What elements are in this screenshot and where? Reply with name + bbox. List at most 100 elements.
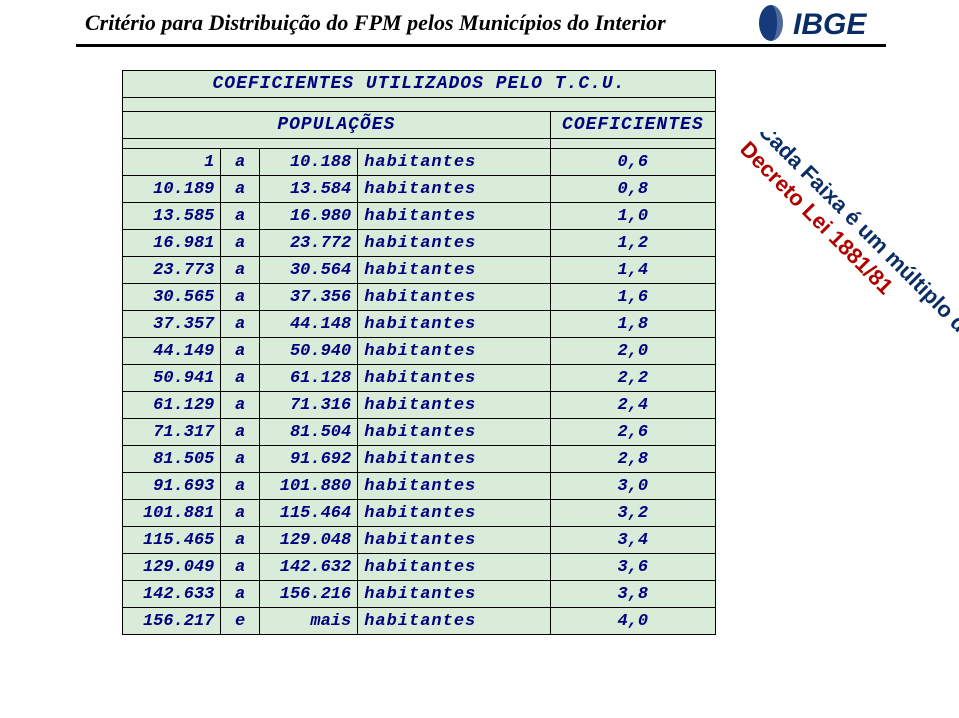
cell-sep: a [221, 473, 259, 500]
table-row: 142.633a156.216habitantes3,8 [123, 581, 716, 608]
cell-coefficient: 1,6 [550, 284, 715, 311]
cell-pop-low: 81.505 [123, 446, 221, 473]
ibge-logo: IBGE [759, 4, 909, 42]
cell-pop-high: 142.632 [259, 554, 357, 581]
table-row: 23.773a30.564habitantes1,4 [123, 257, 716, 284]
cell-pop-high: 44.148 [259, 311, 357, 338]
cell-sep: a [221, 392, 259, 419]
cell-unit: habitantes [358, 581, 550, 608]
cell-unit: habitantes [358, 392, 550, 419]
cell-unit: habitantes [358, 203, 550, 230]
cell-unit: habitantes [358, 608, 550, 635]
table-row: 50.941a61.128habitantes2,2 [123, 365, 716, 392]
cell-sep: a [221, 419, 259, 446]
table-row: 37.357a44.148habitantes1,8 [123, 311, 716, 338]
header-coefficients: COEFICIENTES [550, 112, 715, 139]
cell-coefficient: 3,4 [550, 527, 715, 554]
cell-coefficient: 1,4 [550, 257, 715, 284]
cell-unit: habitantes [358, 473, 550, 500]
cell-sep: a [221, 257, 259, 284]
cell-sep: a [221, 149, 259, 176]
cell-sep: a [221, 338, 259, 365]
cell-sep: a [221, 284, 259, 311]
logo-text: IBGE [793, 8, 867, 41]
side-note-line2: Decreto Lei 1881/81 [741, 136, 898, 299]
cell-sep: a [221, 230, 259, 257]
cell-pop-low: 142.633 [123, 581, 221, 608]
cell-unit: habitantes [358, 338, 550, 365]
table-spacer-row-2 [123, 139, 716, 149]
cell-pop-low: 61.129 [123, 392, 221, 419]
side-note: Cada Faixa é um múltiplo de 3.396 – Decr… [741, 132, 931, 522]
table-row: 156.217emaishabitantes4,0 [123, 608, 716, 635]
table-row: 1a10.188habitantes0,6 [123, 149, 716, 176]
cell-pop-high: 156.216 [259, 581, 357, 608]
cell-pop-high: 91.692 [259, 446, 357, 473]
header-populations: POPULAÇÕES [123, 112, 551, 139]
table-row: 10.189a13.584habitantes0,8 [123, 176, 716, 203]
cell-pop-high: mais [259, 608, 357, 635]
cell-unit: habitantes [358, 257, 550, 284]
coef-table: COEFICIENTES UTILIZADOS PELO T.C.U. POPU… [122, 70, 716, 635]
cell-sep: a [221, 176, 259, 203]
cell-unit: habitantes [358, 527, 550, 554]
cell-unit: habitantes [358, 149, 550, 176]
cell-pop-low: 23.773 [123, 257, 221, 284]
cell-unit: habitantes [358, 446, 550, 473]
cell-sep: a [221, 446, 259, 473]
cell-sep: a [221, 311, 259, 338]
table-row: 13.585a16.980habitantes1,0 [123, 203, 716, 230]
cell-pop-low: 30.565 [123, 284, 221, 311]
cell-unit: habitantes [358, 419, 550, 446]
cell-coefficient: 3,0 [550, 473, 715, 500]
cell-pop-high: 71.316 [259, 392, 357, 419]
cell-pop-high: 61.128 [259, 365, 357, 392]
cell-unit: habitantes [358, 365, 550, 392]
table-row: 30.565a37.356habitantes1,6 [123, 284, 716, 311]
table-row: 91.693a101.880habitantes3,0 [123, 473, 716, 500]
cell-pop-low: 129.049 [123, 554, 221, 581]
cell-sep: a [221, 554, 259, 581]
cell-coefficient: 3,8 [550, 581, 715, 608]
cell-pop-low: 156.217 [123, 608, 221, 635]
page-title: Critério para Distribuição do FPM pelos … [85, 10, 666, 36]
table-spacer-row [123, 98, 716, 112]
table-row: 61.129a71.316habitantes2,4 [123, 392, 716, 419]
cell-coefficient: 1,2 [550, 230, 715, 257]
cell-sep: a [221, 365, 259, 392]
cell-pop-low: 50.941 [123, 365, 221, 392]
table-row: 71.317a81.504habitantes2,6 [123, 419, 716, 446]
cell-coefficient: 2,2 [550, 365, 715, 392]
cell-pop-high: 50.940 [259, 338, 357, 365]
cell-pop-high: 37.356 [259, 284, 357, 311]
cell-pop-low: 13.585 [123, 203, 221, 230]
cell-pop-low: 91.693 [123, 473, 221, 500]
table-row: 16.981a23.772habitantes1,2 [123, 230, 716, 257]
cell-pop-low: 10.189 [123, 176, 221, 203]
table-header-row: POPULAÇÕES COEFICIENTES [123, 112, 716, 139]
cell-coefficient: 2,4 [550, 392, 715, 419]
cell-sep: a [221, 527, 259, 554]
cell-coefficient: 1,8 [550, 311, 715, 338]
cell-pop-low: 1 [123, 149, 221, 176]
cell-pop-low: 101.881 [123, 500, 221, 527]
cell-unit: habitantes [358, 554, 550, 581]
cell-pop-high: 101.880 [259, 473, 357, 500]
cell-pop-high: 23.772 [259, 230, 357, 257]
cell-sep: e [221, 608, 259, 635]
table-row: 81.505a91.692habitantes2,8 [123, 446, 716, 473]
cell-pop-high: 81.504 [259, 419, 357, 446]
cell-sep: a [221, 581, 259, 608]
cell-coefficient: 1,0 [550, 203, 715, 230]
table-title-row: COEFICIENTES UTILIZADOS PELO T.C.U. [123, 71, 716, 98]
cell-coefficient: 0,8 [550, 176, 715, 203]
title-rule [76, 44, 886, 47]
cell-unit: habitantes [358, 284, 550, 311]
cell-sep: a [221, 203, 259, 230]
cell-pop-high: 129.048 [259, 527, 357, 554]
cell-pop-low: 37.357 [123, 311, 221, 338]
cell-pop-high: 16.980 [259, 203, 357, 230]
cell-coefficient: 2,0 [550, 338, 715, 365]
cell-unit: habitantes [358, 311, 550, 338]
cell-coefficient: 4,0 [550, 608, 715, 635]
